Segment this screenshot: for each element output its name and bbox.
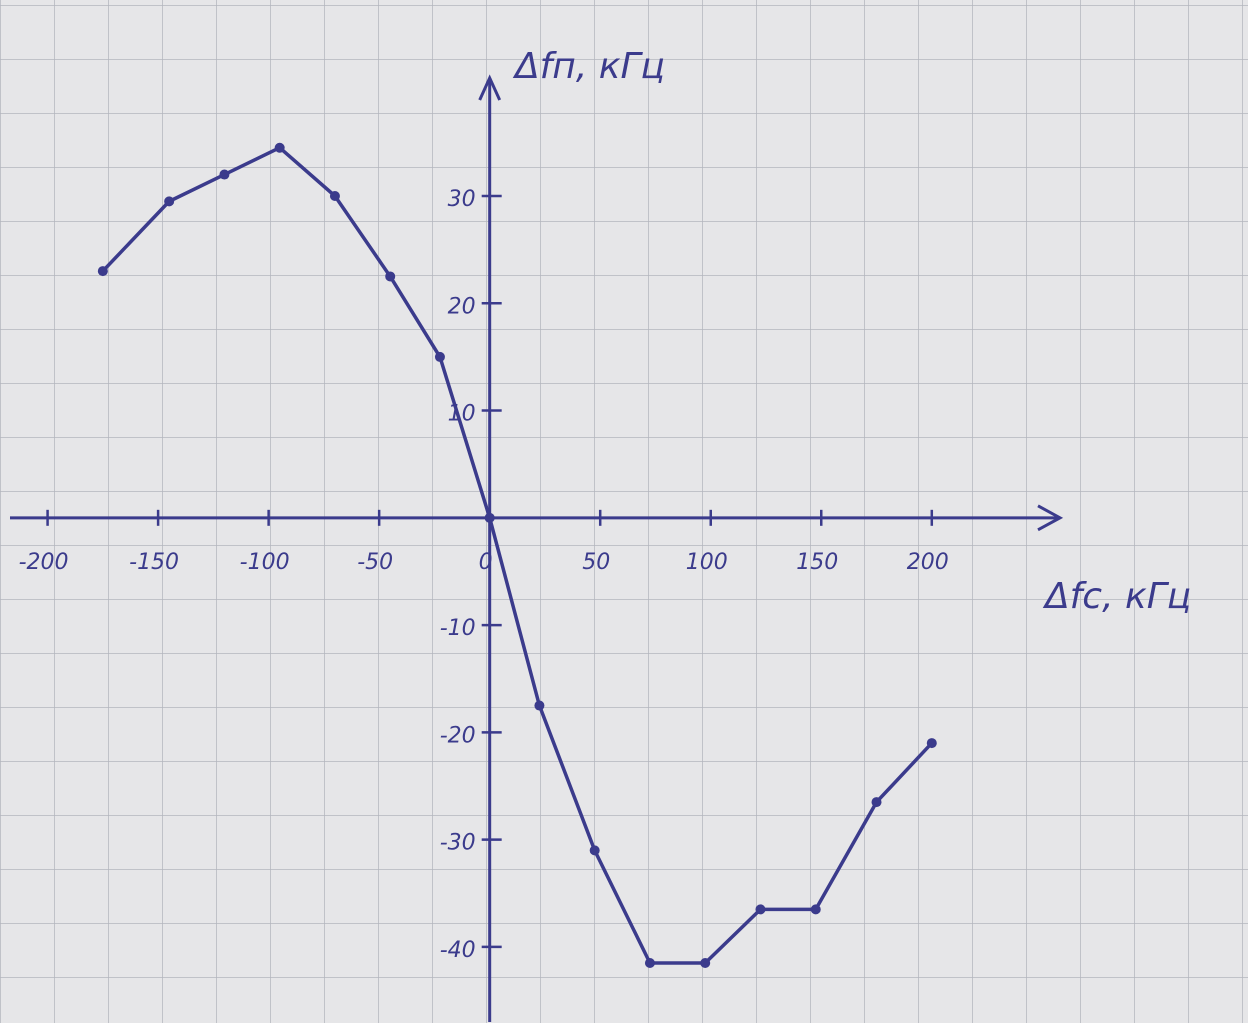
- x-tick-label: 50: [582, 550, 610, 575]
- data-point: [534, 701, 544, 711]
- chart: Δfп, кГц Δfс, кГц -200 -150 -100 -50 0 50 100 1…: [0, 0, 1248, 1023]
- data-point: [590, 845, 600, 855]
- y-tick-label: -30: [440, 831, 476, 856]
- data-point: [645, 958, 655, 968]
- data-point: [385, 271, 395, 281]
- y-tick-label: -10: [440, 616, 476, 641]
- data-point: [330, 191, 340, 201]
- data-point: [219, 170, 229, 180]
- paper-grid: [0, 0, 1248, 1023]
- x-tick-label: 150: [796, 550, 838, 575]
- data-point: [435, 352, 445, 362]
- x-tick-label: -100: [240, 550, 290, 575]
- x-axis-title: Δfс, кГц: [1042, 576, 1191, 617]
- y-tick-label: 20: [448, 294, 476, 319]
- y-tick-label: -20: [440, 723, 476, 748]
- x-tick-label: -150: [129, 550, 179, 575]
- data-point: [811, 904, 821, 914]
- y-tick-label: 30: [448, 187, 476, 212]
- data-point: [755, 904, 765, 914]
- data-point: [275, 143, 285, 153]
- data-point: [927, 738, 937, 748]
- x-tick-label: 100: [686, 550, 728, 575]
- x-tick-label: 0: [479, 550, 493, 575]
- page: Δfп, кГц Δfс, кГц -200 -150 -100 -50 0 50 100 1…: [0, 0, 1248, 1023]
- data-point: [164, 196, 174, 206]
- x-tick-label: 200: [907, 550, 949, 575]
- y-axis-title: Δfп, кГц: [512, 46, 665, 87]
- x-tick-label: -200: [19, 550, 69, 575]
- y-tick-label: -40: [440, 938, 476, 963]
- data-point: [485, 513, 495, 523]
- data-point: [872, 797, 882, 807]
- data-point: [98, 266, 108, 276]
- data-point: [700, 958, 710, 968]
- x-tick-label: -50: [357, 550, 393, 575]
